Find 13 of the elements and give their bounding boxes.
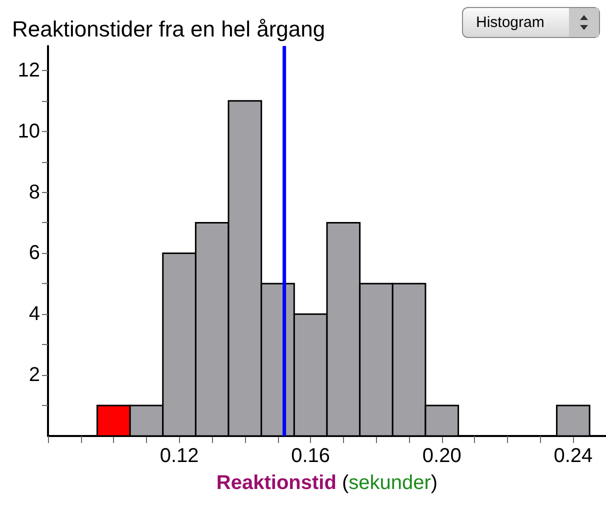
- x-tick-label: 0.12: [160, 445, 199, 467]
- y-tick-label: 10: [18, 120, 40, 142]
- x-tick-label: 0.20: [422, 445, 462, 467]
- y-tick-label: 8: [28, 181, 40, 204]
- chart-title: Reaktionstider fra en hel årgang: [12, 16, 326, 42]
- x-tick-label: 0.16: [291, 445, 330, 467]
- y-tick-label: 4: [28, 303, 40, 326]
- x-tick-label: 0.24: [554, 445, 593, 467]
- y-tick-label: 2: [28, 364, 40, 386]
- x-axis-title: Reaktionstid (sekunder): [216, 472, 438, 494]
- dropdown-select: Histogram: [462, 7, 600, 38]
- y-tick-label: 6: [28, 242, 40, 264]
- y-tick-label: 12: [18, 59, 40, 82]
